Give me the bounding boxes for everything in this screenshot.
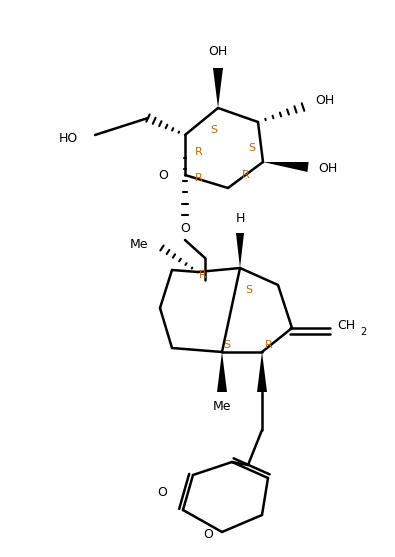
Text: R: R — [195, 147, 203, 157]
Text: O: O — [180, 222, 190, 234]
Text: O: O — [158, 169, 168, 182]
Text: R: R — [242, 170, 250, 180]
Text: Me: Me — [130, 237, 148, 251]
Text: OH: OH — [318, 162, 337, 174]
Text: H: H — [235, 212, 245, 225]
Text: R: R — [265, 340, 273, 350]
Polygon shape — [236, 233, 244, 268]
Polygon shape — [217, 352, 227, 392]
Text: CH: CH — [337, 319, 355, 331]
Polygon shape — [213, 68, 223, 108]
Text: Me: Me — [213, 400, 231, 413]
Text: O: O — [203, 527, 213, 540]
Text: R: R — [195, 173, 203, 183]
Text: 2: 2 — [360, 327, 366, 337]
Polygon shape — [263, 162, 308, 172]
Text: S: S — [248, 143, 255, 153]
Text: S: S — [223, 340, 230, 350]
Text: OH: OH — [209, 45, 228, 58]
Text: S: S — [210, 125, 217, 135]
Text: R: R — [199, 270, 207, 280]
Text: S: S — [245, 285, 252, 295]
Text: HO: HO — [59, 131, 78, 144]
Text: OH: OH — [315, 94, 334, 106]
Polygon shape — [257, 352, 267, 392]
Text: O: O — [157, 486, 167, 499]
